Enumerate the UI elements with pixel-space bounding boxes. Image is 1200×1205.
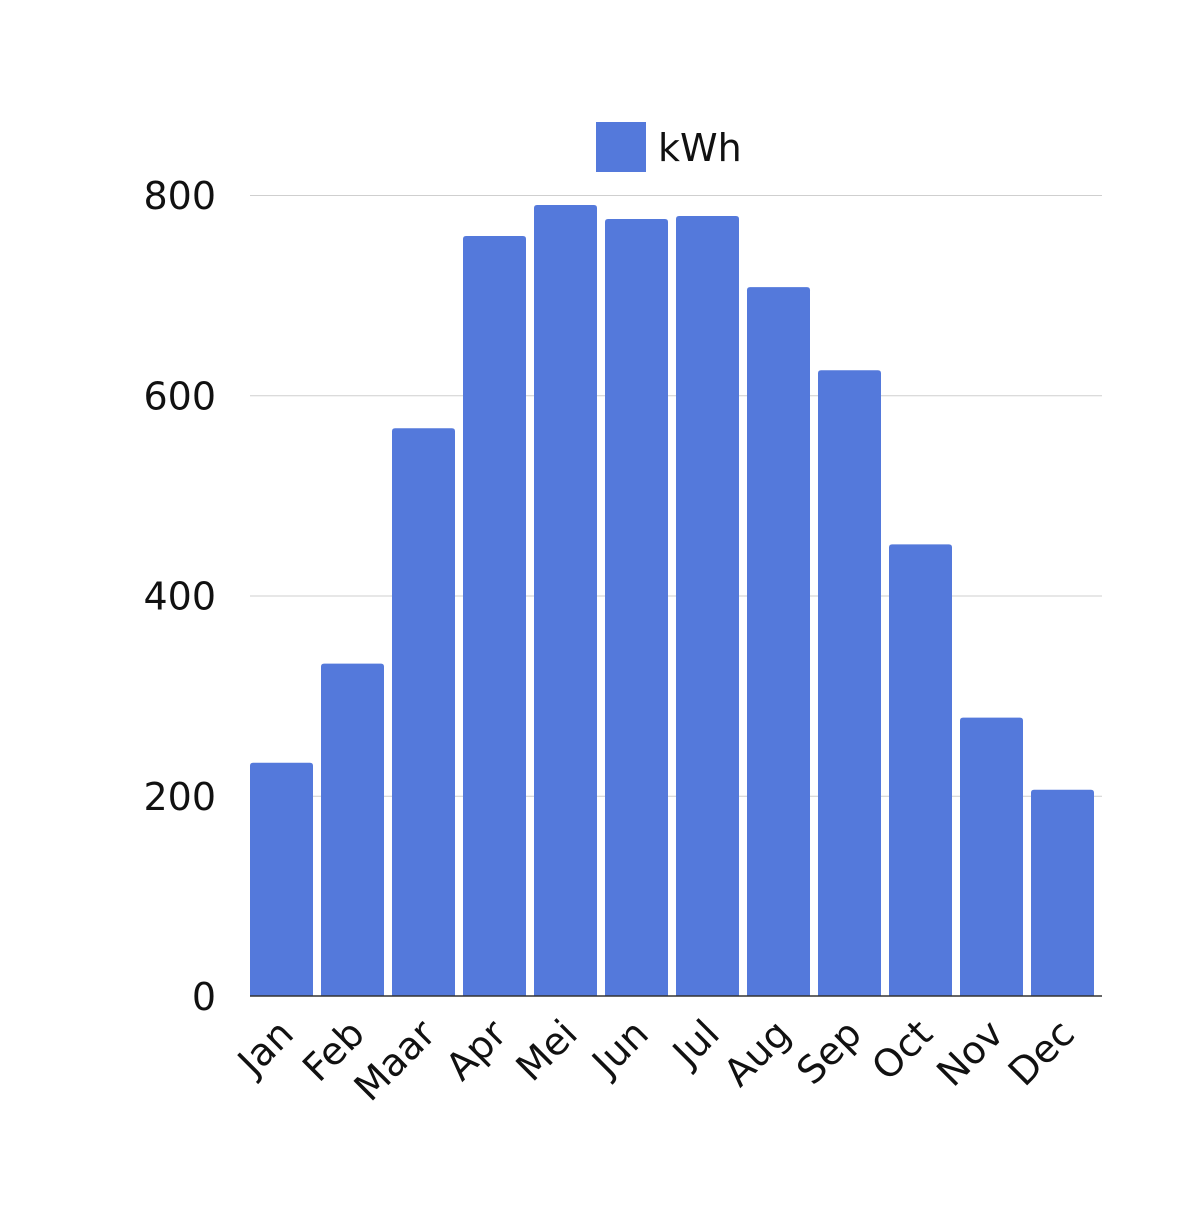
x-tick-label-jun: Jun	[582, 1011, 657, 1086]
x-tick-label-sep: Sep	[788, 1011, 870, 1093]
legend-label-kwh: kWh	[658, 126, 742, 170]
bar-oct	[889, 544, 952, 996]
bar-feb	[321, 663, 384, 996]
bar-aug	[747, 287, 810, 996]
x-tick-label-nov: Nov	[928, 1011, 1012, 1095]
x-tick-label-aug: Aug	[715, 1011, 799, 1095]
x-tick-label-dec: Dec	[1000, 1011, 1083, 1094]
bar-apr	[463, 236, 526, 996]
y-tick-label-0: 0	[192, 975, 216, 1019]
bars	[250, 205, 1094, 996]
y-tick-label-200: 200	[143, 775, 216, 819]
x-tick-label-apr: Apr	[437, 1011, 515, 1089]
legend-swatch-kwh	[596, 122, 646, 172]
x-tick-label-mei: Mei	[508, 1011, 586, 1089]
y-tick-label-600: 600	[143, 374, 216, 418]
bar-nov	[960, 717, 1023, 996]
bar-jan	[250, 762, 313, 996]
y-axis-tick-labels: 0 200 400 600 800	[143, 174, 216, 1019]
x-tick-label-jan: Jan	[228, 1011, 302, 1085]
bar-maar	[392, 428, 455, 996]
y-tick-label-800: 800	[143, 174, 216, 218]
x-tick-label-oct: Oct	[863, 1011, 941, 1089]
bar-jul	[676, 216, 739, 996]
bar-jun	[605, 219, 668, 996]
bar-sep	[818, 370, 881, 996]
bar-dec	[1031, 789, 1094, 996]
bar-mei	[534, 205, 597, 996]
legend: kWh	[596, 122, 742, 172]
y-tick-label-400: 400	[143, 575, 216, 619]
x-tick-label-maar: Maar	[346, 1011, 445, 1110]
